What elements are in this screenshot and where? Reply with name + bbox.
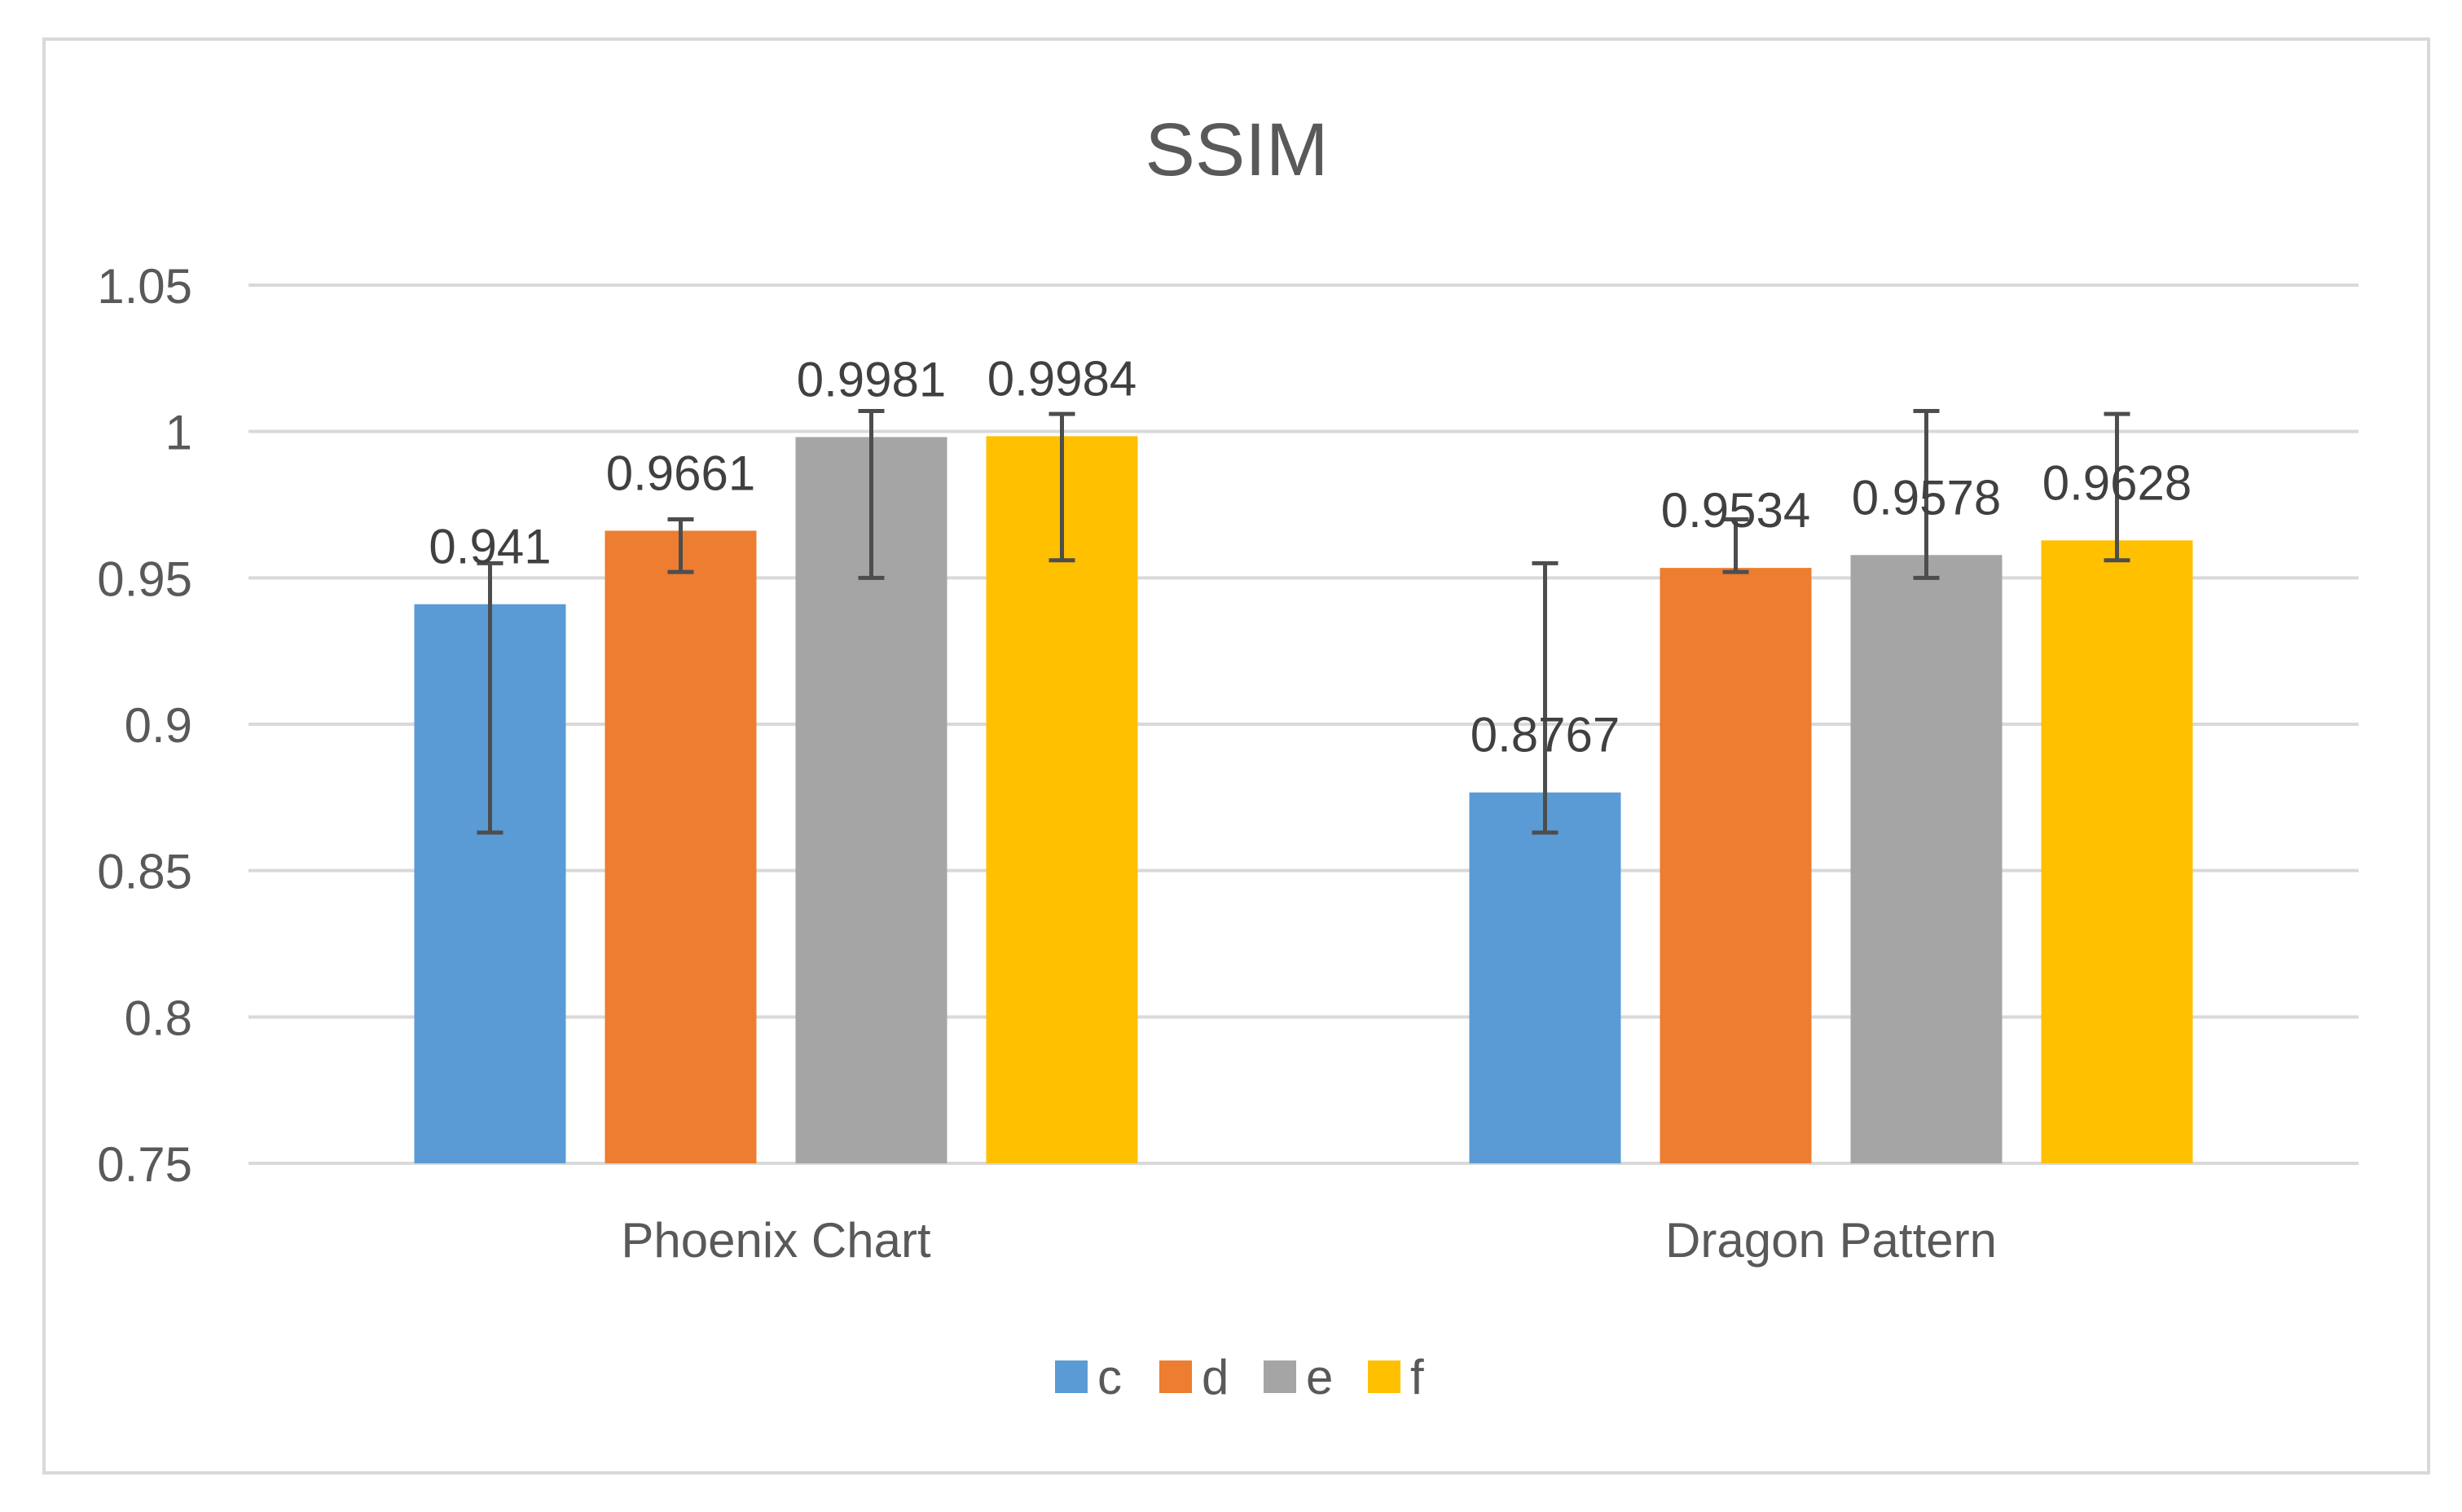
x-category-label: Phoenix Chart	[621, 1213, 931, 1268]
error-bars	[477, 409, 2130, 835]
data-label: 0.9984	[987, 351, 1137, 406]
y-tick-label: 1.05	[97, 259, 192, 314]
legend-label: c	[1097, 1350, 1122, 1404]
y-tick-label: 0.8	[125, 991, 192, 1045]
data-label: 0.9534	[1661, 483, 1811, 538]
legend-label: e	[1306, 1350, 1333, 1404]
y-tick-label: 0.85	[97, 845, 192, 899]
x-axis-category-labels: Phoenix Chart Dragon Pattern	[621, 1213, 1997, 1268]
legend-label: d	[1202, 1350, 1229, 1404]
data-labels: 0.941 0.9661 0.9981 0.9984 0.8767 0.9534 0.957…	[429, 351, 2192, 762]
bar-c-1	[1469, 792, 1621, 1163]
gridlines	[248, 284, 2359, 1165]
bar-d-1	[1660, 568, 1812, 1163]
y-tick-label: 0.9	[125, 698, 192, 753]
bar-d-0	[605, 530, 757, 1163]
data-label: 0.941	[429, 520, 551, 574]
legend-swatch-d	[1159, 1360, 1192, 1393]
y-tick-label: 1	[165, 406, 192, 460]
legend-label: f	[1410, 1350, 1424, 1404]
data-label: 0.9628	[2042, 455, 2192, 510]
data-label: 0.9981	[797, 352, 947, 407]
y-tick-label: 0.95	[97, 552, 192, 606]
bar-e-1	[1850, 555, 2003, 1163]
legend-swatch-c	[1055, 1360, 1088, 1393]
legend: c d e f	[1055, 1350, 1424, 1404]
legend-swatch-e	[1264, 1360, 1296, 1393]
data-label: 0.9661	[606, 446, 756, 500]
data-label: 0.8767	[1471, 708, 1620, 763]
x-category-label: Dragon Pattern	[1665, 1213, 1997, 1268]
legend-swatch-f	[1368, 1360, 1400, 1393]
y-tick-label: 0.75	[97, 1137, 192, 1192]
data-label: 0.9578	[1852, 470, 2002, 525]
chart-title: SSIM	[1145, 108, 1329, 191]
y-axis-tick-labels: 0.75 0.8 0.85 0.9 0.95 1 1.05	[97, 259, 192, 1192]
bars	[414, 436, 2193, 1163]
bar-f-1	[2041, 540, 2193, 1163]
